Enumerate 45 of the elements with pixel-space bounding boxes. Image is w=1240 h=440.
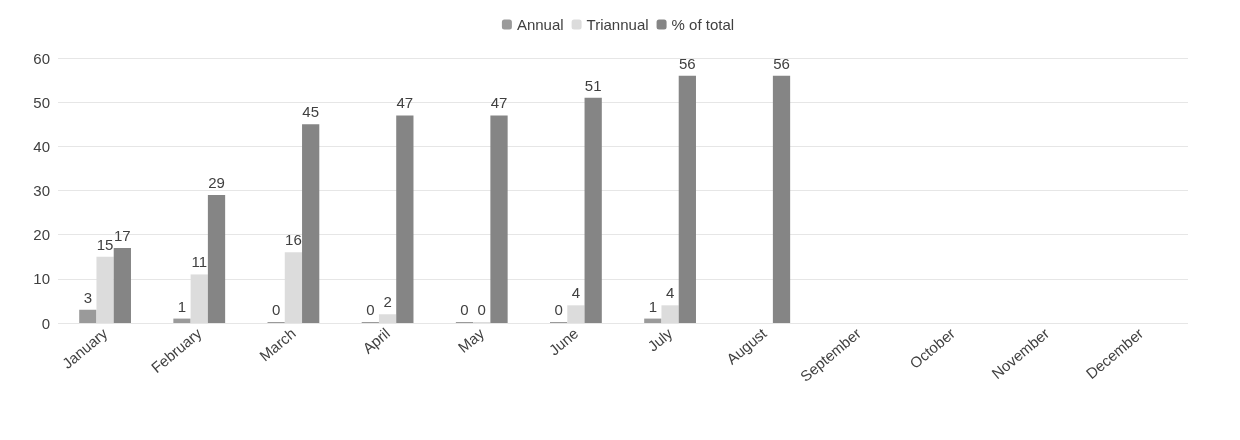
data-label: 1 (177, 297, 187, 315)
data-label: 4 (665, 284, 675, 302)
x-tick-label: May (454, 324, 488, 356)
data-label: 0 (460, 301, 469, 318)
bar (490, 115, 508, 323)
data-label: 47 (490, 94, 508, 112)
y-tick-label: 20 (33, 226, 50, 244)
bar (207, 194, 226, 323)
x-tick-label: June (545, 324, 582, 359)
legend-label: Annual (516, 16, 564, 33)
bar (584, 97, 602, 323)
data-label: 47 (396, 94, 414, 112)
data-label: 0 (366, 301, 375, 318)
legend-label: % of total (671, 16, 735, 33)
y-tick-label: 10 (33, 270, 50, 288)
data-label: 51 (584, 76, 602, 94)
y-tick-label: 30 (33, 182, 50, 199)
legend-label: Triannual (586, 16, 649, 33)
data-label: 0 (554, 301, 563, 318)
data-label: 0 (271, 301, 281, 318)
bar (113, 247, 131, 323)
bar (302, 124, 320, 323)
y-tick-label: 60 (33, 49, 50, 67)
bar (396, 115, 414, 323)
data-label: 4 (571, 284, 581, 302)
y-tick-label: 40 (33, 137, 50, 155)
x-tick-label: July (644, 324, 676, 355)
bar (678, 75, 696, 323)
bar (79, 309, 97, 323)
y-tick-label: 0 (41, 314, 50, 332)
data-label: 15 (96, 235, 114, 253)
data-label: 11 (191, 253, 208, 271)
data-label: 56 (773, 54, 790, 72)
data-label: 17 (114, 226, 131, 244)
data-label: 2 (383, 293, 392, 311)
data-label: 56 (679, 54, 696, 72)
data-label: 1 (648, 297, 657, 315)
bar (173, 318, 191, 323)
y-tick-label: 50 (33, 93, 50, 111)
data-label: 0 (477, 301, 486, 318)
bar (772, 75, 791, 323)
data-label: 29 (208, 173, 225, 191)
data-label: 3 (83, 288, 92, 306)
data-label: 16 (285, 231, 302, 249)
data-label: 45 (302, 103, 320, 121)
